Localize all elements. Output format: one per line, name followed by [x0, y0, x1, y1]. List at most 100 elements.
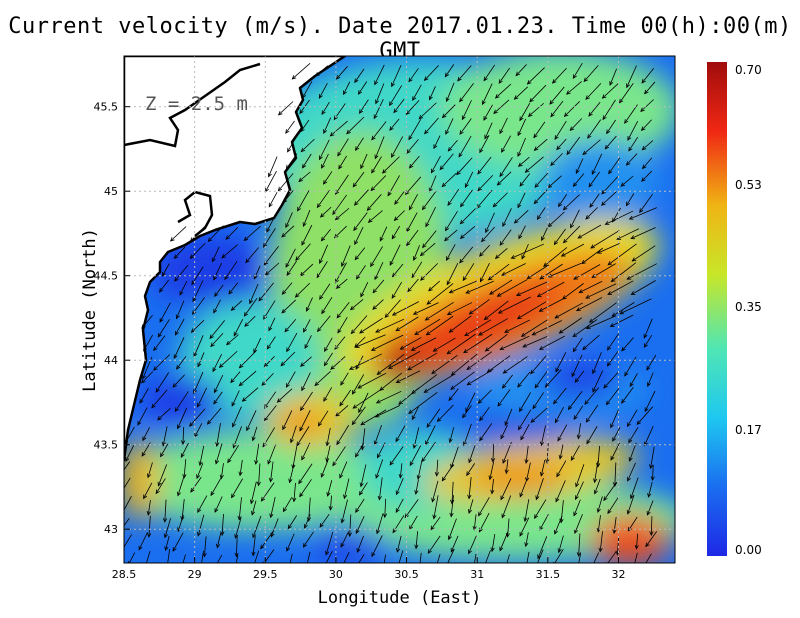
velocity-arrow [418, 102, 437, 120]
velocity-arrow [159, 279, 169, 293]
velocity-arrow [400, 337, 422, 350]
velocity-arrow-head [359, 482, 364, 488]
velocity-arrow-head [298, 479, 303, 485]
velocity-arrow-head [447, 146, 453, 152]
velocity-arrow-head [502, 222, 507, 227]
velocity-arrow [405, 176, 422, 195]
velocity-arrow [450, 495, 454, 517]
velocity-arrow [356, 535, 364, 553]
velocity-arrow [515, 64, 527, 76]
velocity-arrow-head [647, 382, 651, 387]
velocity-arrow [125, 445, 135, 462]
velocity-arrow-head [375, 473, 380, 479]
velocity-arrow [530, 406, 550, 423]
velocity-arrow-head [589, 203, 594, 208]
x-tick-label: 31 [470, 568, 484, 581]
velocity-arrow [518, 409, 532, 430]
velocity-arrow [354, 189, 369, 206]
velocity-arrow-head [621, 346, 626, 352]
velocity-arrow [177, 514, 184, 532]
velocity-arrow-head [603, 496, 608, 502]
velocity-arrow [245, 247, 260, 263]
velocity-arrow [519, 103, 531, 121]
velocity-arrow-head [297, 206, 302, 212]
velocity-arrow [214, 284, 224, 297]
velocity-arrow-head [408, 409, 413, 414]
velocity-arrow [174, 264, 189, 282]
velocity-arrow [643, 334, 653, 348]
velocity-arrow [325, 531, 334, 555]
velocity-arrow [529, 84, 547, 103]
velocity-arrow-head [382, 513, 388, 519]
velocity-arrow [299, 479, 312, 497]
velocity-arrow [335, 207, 350, 220]
velocity-arrow [377, 354, 405, 375]
velocity-arrow [554, 302, 583, 319]
map-grid [124, 56, 675, 563]
velocity-arrow [588, 171, 600, 187]
velocity-arrow-head [517, 382, 522, 388]
velocity-arrow [577, 224, 602, 239]
velocity-arrow-head [539, 275, 545, 280]
velocity-arrow-head [585, 215, 590, 220]
velocity-arrow [367, 194, 382, 211]
velocity-arrow [573, 405, 584, 420]
velocity-arrow [190, 242, 206, 259]
velocity-arrow-head [539, 471, 545, 477]
colorbar [707, 62, 727, 556]
velocity-arrow-head [295, 256, 300, 261]
velocity-arrow [124, 461, 131, 471]
velocity-arrow-head [517, 131, 522, 137]
velocity-arrow-head [586, 439, 591, 445]
velocity-arrow [514, 86, 529, 100]
velocity-arrow-head [177, 424, 181, 430]
velocity-arrow [323, 171, 333, 185]
velocity-arrow [607, 280, 634, 295]
velocity-arrow-head [157, 415, 162, 421]
velocity-arrow-head [189, 237, 195, 242]
velocity-arrow [293, 482, 296, 502]
velocity-arrow-head [357, 90, 363, 95]
velocity-arrow-head [464, 183, 469, 189]
velocity-arrow [177, 407, 188, 429]
velocity-arrow [141, 371, 154, 384]
velocity-arrow [573, 173, 585, 187]
velocity-arrow-head [610, 277, 616, 283]
velocity-arrow-head [319, 155, 323, 161]
velocity-arrow-head [624, 371, 629, 377]
velocity-arrow-head [302, 163, 307, 169]
velocity-arrow-head [432, 347, 438, 352]
velocity-arrow-head [496, 292, 502, 297]
velocity-arrow-head [572, 332, 578, 338]
velocity-arrow [554, 120, 567, 140]
velocity-arrow-head [428, 286, 433, 292]
velocity-arrow-head [479, 436, 484, 442]
velocity-arrow-head [323, 129, 328, 134]
velocity-arrow [330, 356, 346, 370]
velocity-arrow-head [447, 535, 452, 541]
velocity-arrow [409, 155, 420, 169]
velocity-arrow-head [610, 423, 615, 429]
velocity-arrow-head [213, 275, 218, 281]
velocity-arrow [268, 317, 276, 331]
velocity-arrow [574, 514, 583, 534]
velocity-arrow-head [562, 205, 568, 211]
velocity-arrow-head [479, 416, 484, 422]
velocity-arrow [287, 136, 297, 152]
velocity-arrow [642, 140, 654, 151]
velocity-arrow-head [371, 135, 376, 141]
velocity-arrow [289, 553, 293, 563]
velocity-arrow [146, 551, 151, 563]
velocity-arrow-head [461, 115, 466, 121]
velocity-arrow [495, 83, 512, 99]
velocity-arrow-head [227, 458, 232, 464]
velocity-arrow-head [550, 161, 555, 167]
velocity-arrow [611, 302, 635, 317]
velocity-arrow-head [557, 548, 562, 554]
velocity-arrow [352, 388, 383, 409]
velocity-arrow [559, 317, 583, 334]
velocity-arrow-head [629, 382, 634, 388]
velocity-arrow-head [500, 434, 505, 440]
velocity-arrow [406, 139, 419, 154]
velocity-arrow [597, 496, 603, 513]
